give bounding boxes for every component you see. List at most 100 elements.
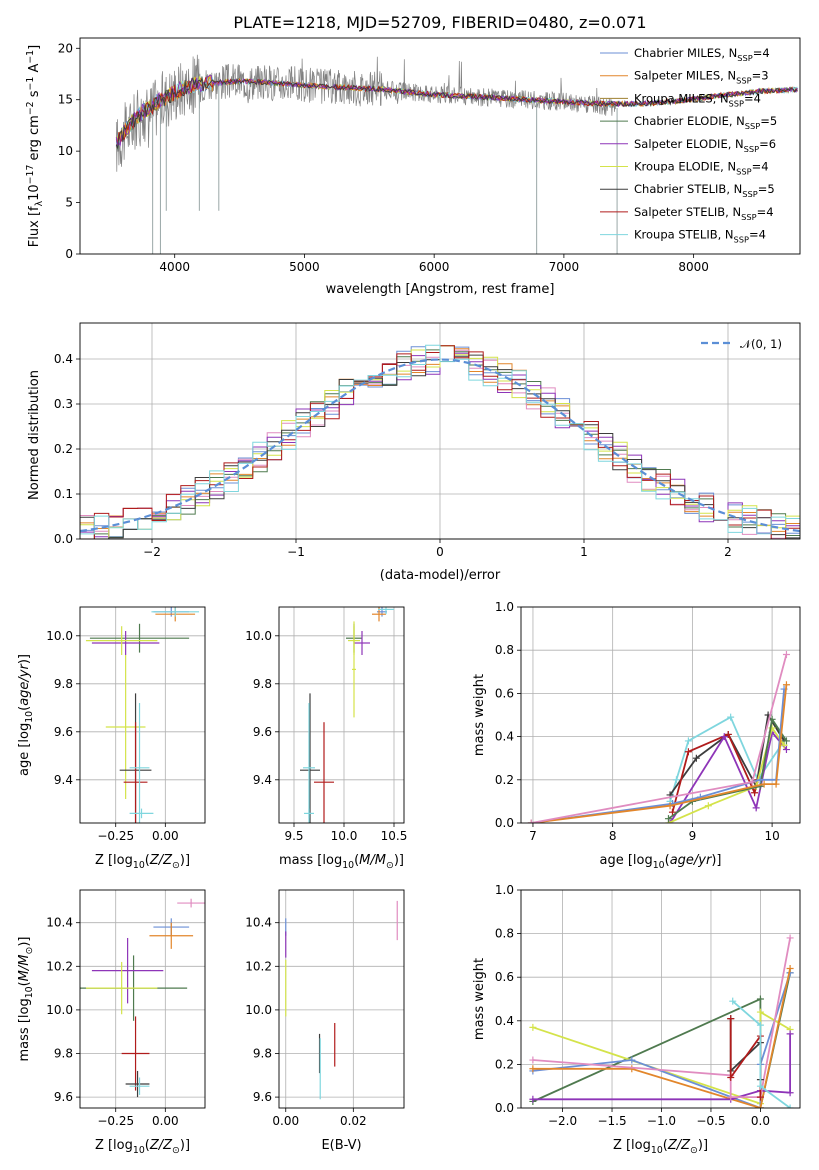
x-axis-label-part: ⊙	[386, 860, 394, 871]
y-axis-label-part: −17	[25, 165, 36, 185]
x-tick-label: −1.5	[597, 1114, 626, 1128]
y-axis-label-part: 10	[24, 986, 35, 998]
x-axis-label-part: 10	[342, 860, 354, 871]
x-axis-label-part: 10	[653, 860, 665, 871]
weight-marker	[704, 802, 712, 810]
y-axis-label: mass [log10(M/M⊙)]	[17, 937, 35, 1062]
y-tick-label: 9.6	[54, 725, 73, 739]
y-tick-label: 0.6	[495, 970, 514, 984]
legend-label-part: SSP	[736, 76, 751, 86]
weight-marker	[628, 1065, 636, 1073]
plot-area	[80, 898, 205, 1098]
y-axis-label-part: 10	[24, 711, 35, 723]
x-axis-label-part: )]	[180, 1138, 190, 1153]
weight-marker	[720, 733, 728, 741]
x-tick-label: 2	[724, 545, 732, 559]
y-tick-label: 15	[58, 93, 73, 107]
y-axis-label-part: λ	[34, 200, 45, 206]
x-tick-label: 0.00	[152, 1114, 179, 1128]
y-axis-label-part: )]	[17, 654, 32, 664]
x-axis-label-part: Z [log	[95, 1138, 133, 1153]
y-tick-label: 10.4	[46, 916, 73, 930]
legend-label: Chabrier ELODIE, NSSP=5	[634, 114, 777, 131]
y-tick-label: 9.6	[253, 1090, 272, 1104]
axes-frame	[278, 606, 405, 824]
weight-marker	[692, 754, 700, 762]
y-axis-label-part: mass [log	[17, 998, 32, 1061]
y-tick-label: 9.6	[253, 725, 272, 739]
weight-marker	[756, 776, 764, 784]
weight-marker	[668, 808, 676, 816]
x-axis-label-part: (	[663, 1138, 668, 1153]
legend-label-part: =4	[749, 228, 766, 242]
y-tick-label: 0.8	[495, 927, 514, 941]
y-axis-label-part: Flux [f	[27, 206, 42, 247]
x-axis-label-part: )]	[394, 853, 404, 868]
weight-marker	[752, 804, 760, 812]
y-tick-label: 0	[65, 247, 73, 261]
weight-marker	[782, 651, 790, 659]
y-tick-label: 9.8	[253, 677, 272, 691]
x-tick-label: −0.25	[97, 829, 134, 843]
weight-series-line	[532, 968, 791, 1108]
weight-series-line	[531, 684, 788, 823]
y-tick-label: 9.6	[54, 1090, 73, 1104]
legend-label: Salpeter STELIB, NSSP=4	[634, 205, 774, 222]
weight-series-line	[531, 689, 785, 823]
x-tick-label: 0.0	[751, 1114, 770, 1128]
model-spectrum	[115, 76, 798, 149]
legend-label: Salpeter MILES, NSSP=3	[634, 69, 769, 86]
x-axis-label-part: (	[354, 853, 359, 868]
x-axis-label: age [log10(age/yr)]	[599, 853, 721, 871]
legend-label-part: Salpeter MILES, N	[634, 69, 736, 83]
y-tick-label: 0.2	[54, 442, 73, 456]
legend-label-part: =4	[753, 46, 770, 60]
plot-area	[527, 651, 790, 823]
weight-marker	[666, 819, 674, 823]
x-tick-label: 0	[436, 545, 444, 559]
weight-marker	[786, 1030, 794, 1038]
x-tick-label: 0.00	[152, 829, 179, 843]
y-tick-label: 10	[58, 144, 73, 158]
y-tick-label: 1.0	[495, 600, 514, 614]
x-axis-label-part: (	[665, 853, 670, 868]
y-axis-label-part: −1	[25, 77, 36, 91]
weight-marker	[684, 748, 692, 756]
y-axis-label-part: A	[27, 64, 42, 77]
x-axis-label-part: )]	[698, 1138, 708, 1153]
weight-marker	[756, 1008, 764, 1016]
axes-frame	[79, 322, 801, 540]
x-tick-label: 9.5	[284, 829, 303, 843]
plot-area	[85, 607, 200, 823]
y-axis-label-part: (	[17, 706, 32, 711]
y-axis-label: Normed distribution	[27, 370, 42, 500]
x-tick-label: 9	[689, 829, 697, 843]
legend-label: Chabrier STELIB, NSSP=5	[634, 182, 775, 199]
legend-label-part: =4	[744, 91, 761, 105]
x-tick-label: 8000	[678, 260, 709, 274]
x-axis-label-part: mass [log	[279, 853, 342, 868]
weight-marker	[628, 1056, 636, 1064]
plot-area	[300, 607, 394, 823]
x-axis-label-part: )]	[711, 853, 721, 868]
weight-marker	[786, 934, 794, 942]
y-tick-label: 9.8	[54, 1047, 73, 1061]
legend-label-part: Chabrier ELODIE, N	[634, 114, 745, 128]
weight-marker	[684, 737, 692, 745]
normal-reference-curve	[80, 358, 800, 533]
weight-marker	[727, 1015, 735, 1023]
y-tick-label: 10.0	[245, 629, 272, 643]
mass-weight-vs-metallicity-panel: −2.0 −1.5 −1.0 −0.5 0.0 0.0 0.2 0.4 0.6 0.8 1.0 Z […	[472, 883, 801, 1156]
y-tick-label: 5	[65, 196, 73, 210]
x-axis-label-part: ⊙	[172, 860, 180, 871]
x-axis-label-part: 10	[133, 1145, 145, 1156]
x-axis-label-part: )]	[180, 853, 190, 868]
weight-marker	[782, 746, 790, 754]
y-axis-label-part: (	[17, 981, 32, 986]
y-axis-label-part: s	[27, 90, 42, 101]
x-axis-label: E(B-V)	[321, 1138, 361, 1153]
x-axis-label-part: (	[145, 853, 150, 868]
legend-label-part: SSP	[736, 167, 751, 177]
y-axis-label: mass weight	[472, 674, 487, 756]
weight-marker	[527, 819, 535, 823]
